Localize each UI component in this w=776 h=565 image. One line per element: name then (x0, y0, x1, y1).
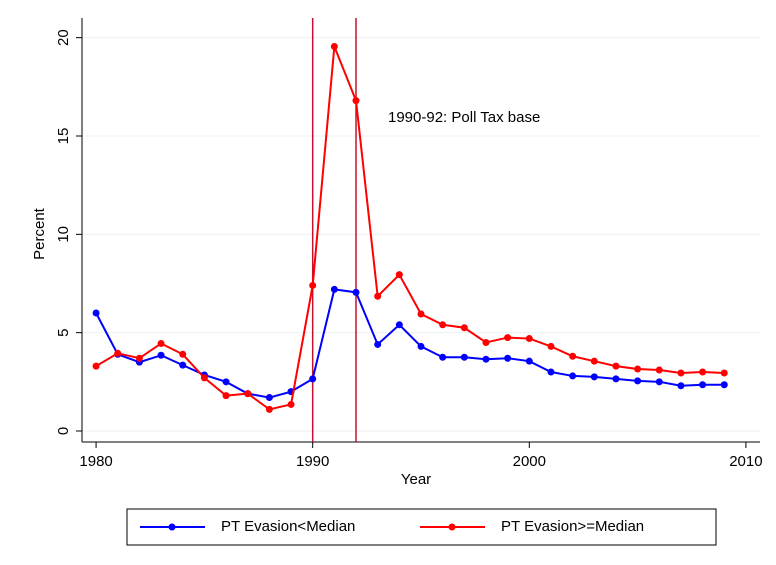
legend-label: PT Evasion<Median (221, 518, 355, 535)
data-point (569, 372, 577, 380)
data-point (330, 43, 338, 51)
data-point (634, 365, 642, 373)
x-tick-label: 2000 (513, 453, 546, 470)
data-point (395, 321, 403, 329)
data-point (222, 392, 230, 400)
data-point (612, 362, 620, 370)
y-tick-label: 20 (55, 29, 72, 46)
x-tick-label: 1990 (296, 453, 329, 470)
data-point (222, 378, 230, 386)
data-point (720, 369, 728, 377)
data-point (309, 375, 317, 383)
data-point (92, 309, 100, 317)
data-point (287, 400, 295, 408)
data-point (114, 349, 122, 357)
legend-marker (448, 523, 456, 531)
data-point (504, 334, 512, 342)
data-point (655, 378, 663, 386)
data-point (460, 324, 468, 332)
data-point (720, 381, 728, 389)
x-tick-label: 2010 (729, 453, 762, 470)
data-point (417, 310, 425, 318)
data-point (525, 335, 533, 343)
data-point (179, 350, 187, 358)
data-point (460, 353, 468, 361)
legend-label: PT Evasion>=Median (501, 518, 644, 535)
data-point (265, 394, 273, 402)
y-tick-label: 15 (55, 128, 72, 145)
data-point (547, 368, 555, 376)
x-tick-label: 1980 (79, 453, 112, 470)
data-point (244, 390, 252, 398)
data-point (92, 362, 100, 370)
data-point (547, 342, 555, 350)
y-tick-label: 5 (55, 328, 72, 336)
data-point (330, 285, 338, 293)
y-tick-label: 0 (55, 427, 72, 435)
data-point (179, 361, 187, 369)
data-point (352, 288, 360, 296)
y-axis-label: Percent (31, 207, 48, 260)
data-point (504, 354, 512, 362)
data-point (634, 377, 642, 385)
data-point (157, 339, 165, 347)
data-point (417, 342, 425, 350)
data-point (655, 366, 663, 374)
data-point (157, 351, 165, 359)
data-point (265, 405, 273, 413)
data-point (352, 97, 360, 105)
data-point (590, 357, 598, 365)
data-point (374, 292, 382, 300)
data-point (699, 368, 707, 376)
series-line (95, 46, 725, 411)
x-axis-label: Year (401, 471, 431, 488)
data-point (699, 381, 707, 389)
data-point (200, 374, 208, 382)
data-point (439, 321, 447, 329)
legend-marker (168, 523, 176, 531)
data-point (482, 355, 490, 363)
data-point (309, 281, 317, 289)
data-point (439, 353, 447, 361)
data-point (677, 382, 685, 390)
data-point (525, 357, 533, 365)
data-point (677, 369, 685, 377)
data-point (612, 375, 620, 383)
data-point (374, 340, 382, 348)
data-point (590, 373, 598, 381)
data-point (395, 271, 403, 279)
data-point (135, 354, 143, 362)
annotation: 1990-92: Poll Tax base (388, 109, 540, 126)
data-point (569, 352, 577, 360)
data-point (482, 338, 490, 346)
plot-area (82, 18, 760, 442)
y-tick-label: 10 (55, 226, 72, 243)
